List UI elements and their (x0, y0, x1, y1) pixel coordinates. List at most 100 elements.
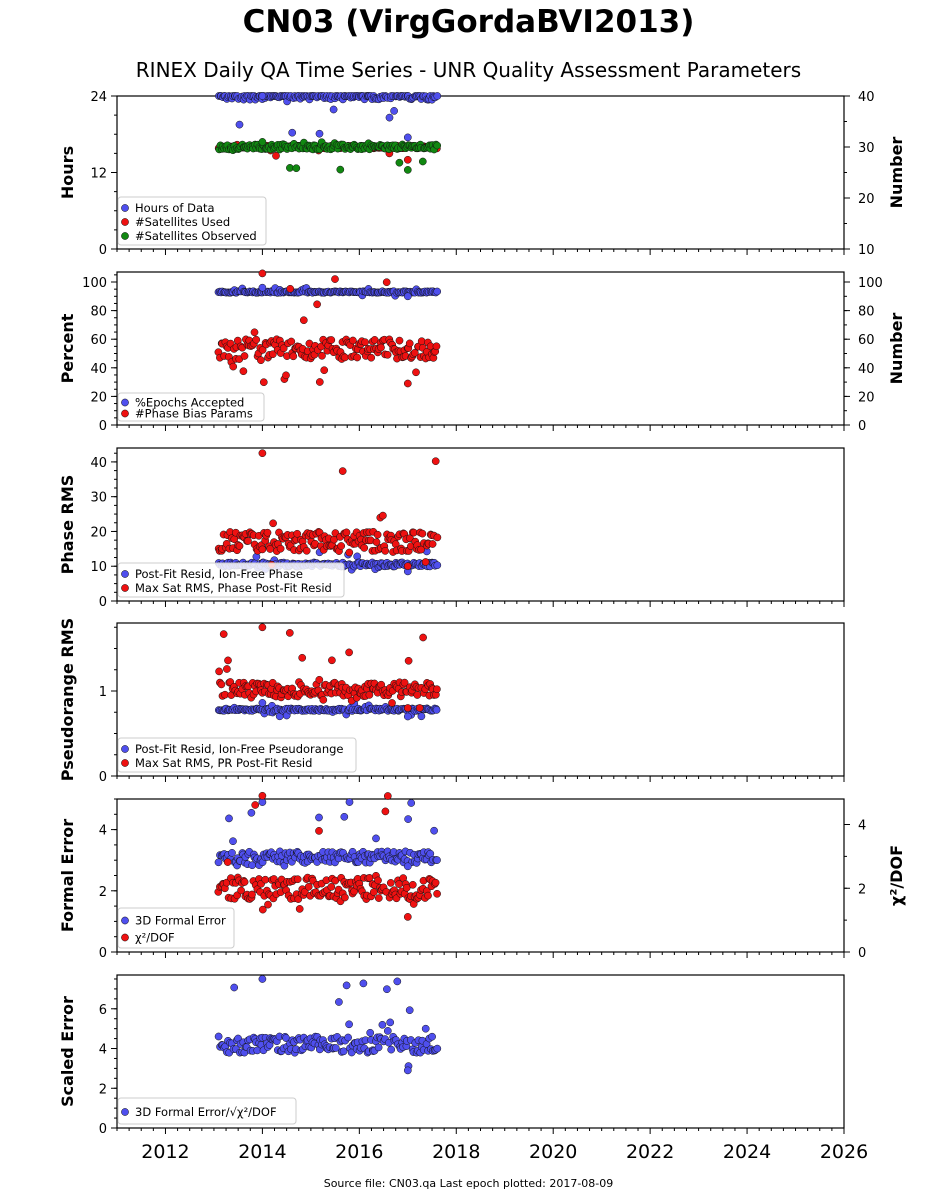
data-point (268, 350, 277, 359)
y-tick-label: 6 (99, 1003, 107, 1018)
data-point (353, 353, 362, 362)
y-tick-label: 20 (90, 525, 107, 540)
data-point (344, 1033, 352, 1042)
data-point (327, 336, 336, 344)
data-point (258, 791, 267, 800)
data-point (388, 699, 396, 707)
legend: Post-Fit Resid, Ion-Free PseudorangeMax … (117, 737, 357, 773)
data-point (250, 328, 259, 337)
data-point (369, 888, 378, 896)
y-tick-label: 2 (99, 885, 107, 900)
panel-6: 0 2 4 6 Scaled Error 3D Formal Error/√χ²/DOF (58, 974, 845, 1137)
y-tick-label: 30 (90, 491, 107, 506)
y-tick-label: 24 (90, 90, 107, 105)
x-tick-label: 2026 (820, 1141, 868, 1163)
data-point (402, 883, 411, 892)
data-point (279, 344, 288, 353)
data-point (335, 998, 343, 1006)
data-point (403, 712, 412, 721)
data-point (315, 378, 324, 386)
data-point (225, 814, 233, 823)
data-point (412, 368, 420, 377)
data-point (299, 316, 308, 325)
data-point (377, 343, 385, 352)
y-right-tick-label: 40 (858, 90, 875, 105)
data-point (372, 538, 381, 546)
panel-4: 0 1 Pseudorange RMS Post-Fit Resid, Ion-Fre… (58, 618, 845, 785)
data-point (285, 629, 294, 637)
x-tick-label: 2024 (723, 1141, 771, 1163)
series-max-sat-rms-pr-post-fit-resid (215, 623, 441, 712)
data-point (276, 544, 285, 553)
data-point (217, 680, 226, 689)
y-tick-label: 1 (99, 685, 107, 700)
data-point (403, 379, 412, 388)
y-right-tick-label: 20 (858, 192, 875, 207)
x-tick-label: 2022 (626, 1141, 674, 1163)
data-point (337, 542, 346, 550)
y-tick-label: 80 (90, 305, 107, 320)
legend-label: 3D Formal Error/√χ²/DOF (135, 1105, 277, 1119)
data-point (319, 696, 328, 704)
data-point (430, 826, 438, 835)
y-tick-label: 0 (99, 770, 107, 785)
data-point (287, 337, 296, 346)
data-point (403, 913, 412, 921)
data-point (263, 528, 272, 537)
y-right-tick-label: 4 (858, 819, 866, 834)
data-point (223, 858, 232, 866)
data-point (258, 449, 267, 458)
data-point (395, 880, 403, 888)
legend-box (117, 562, 345, 598)
y-tick-label: 10 (90, 560, 107, 575)
y-right-tick-label: 2 (858, 882, 866, 897)
data-point (214, 1032, 223, 1041)
legend-label: #Satellites Observed (135, 229, 257, 243)
y-axis-label: Formal Error (58, 819, 77, 932)
panel-3: 0 10 20 30 40 Phase RMS Post-Fit Resid, Ion-Fr… (58, 447, 845, 610)
data-point (240, 878, 249, 886)
data-point (403, 562, 412, 571)
y-axis-label: Phase RMS (58, 475, 77, 575)
data-point (403, 292, 412, 301)
data-point (313, 300, 321, 309)
data-point (258, 283, 267, 292)
data-point (345, 1020, 353, 1029)
data-point (424, 891, 432, 900)
legend-marker (121, 1108, 129, 1116)
data-point (366, 1028, 375, 1037)
data-point (237, 886, 245, 895)
y-right-tick-label: 10 (858, 243, 875, 258)
data-point (428, 1032, 436, 1041)
data-point (295, 905, 304, 913)
data-point (341, 893, 349, 902)
data-point (272, 151, 280, 160)
data-point (328, 656, 336, 665)
data-point (378, 1020, 387, 1029)
data-point (433, 889, 441, 898)
legend: %Epochs Accepted#Phase Bias Params (117, 392, 265, 422)
series-3d-formal-error-dof (214, 975, 442, 1075)
data-point (320, 366, 329, 375)
data-point (345, 548, 354, 557)
y-right-tick-label: 20 (858, 390, 875, 405)
data-point (381, 547, 390, 555)
data-point (387, 1045, 396, 1054)
data-point (374, 876, 382, 885)
data-point (298, 653, 307, 662)
series-hours-of-data (215, 92, 442, 142)
x-tick-label: 2020 (529, 1141, 577, 1163)
data-point (433, 141, 442, 150)
data-point (229, 837, 237, 846)
data-point (390, 107, 398, 115)
source-footer: Source file: CN03.qa Last epoch plotted:… (323, 1177, 614, 1190)
data-point (395, 158, 404, 167)
data-point (433, 685, 441, 694)
series--satellites-observed (215, 138, 442, 174)
data-point (383, 985, 391, 994)
y-tick-label: 0 (99, 243, 107, 258)
data-point (282, 371, 290, 380)
chart-title: CN03 (VirgGordaBVI2013) (242, 4, 695, 40)
data-point (433, 856, 441, 864)
